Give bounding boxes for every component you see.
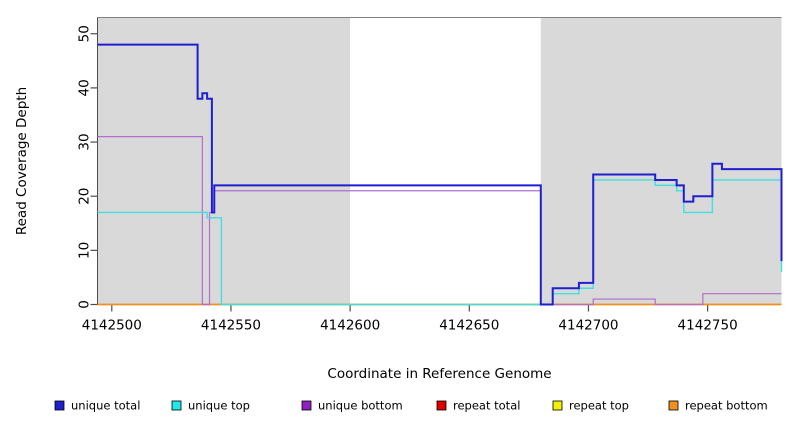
x-axis-title: Coordinate in Reference Genome	[327, 366, 551, 382]
shaded-region-0	[97, 17, 351, 305]
x-tick-label-4142600: 4142600	[320, 318, 380, 334]
legend-swatch-repeat-top	[552, 400, 563, 411]
legend-swatch-unique-bottom	[301, 400, 312, 411]
legend-item-unique-total[interactable]: unique total	[54, 399, 140, 413]
legend-label-repeat-top: repeat top	[569, 399, 629, 413]
legend-label-unique-total: unique total	[71, 399, 140, 413]
legend-label-unique-top: unique top	[188, 399, 250, 413]
series-unique-total	[97, 43, 783, 306]
y-tick-label-30: 30	[77, 133, 93, 150]
legend-swatch-repeat-total	[436, 400, 447, 411]
x-tick-label-4142500: 4142500	[82, 318, 142, 334]
x-tick-label-4142750: 4142750	[678, 318, 738, 334]
y-tick-label-20: 20	[77, 188, 93, 205]
legend-label-repeat-bottom: repeat bottom	[685, 399, 768, 413]
x-tick-label-4142700: 4142700	[558, 318, 618, 334]
shaded-region-1	[540, 17, 782, 305]
y-tick-label-40: 40	[77, 79, 93, 96]
legend-item-repeat-total[interactable]: repeat total	[436, 399, 520, 413]
y-tick-label-10: 10	[77, 242, 93, 259]
legend-label-repeat-total: repeat total	[453, 399, 520, 413]
legend-swatch-repeat-bottom	[668, 400, 679, 411]
legend-swatch-unique-total	[54, 400, 65, 411]
y-tick-label-50: 50	[77, 25, 93, 42]
x-tick-label-4142650: 4142650	[439, 318, 499, 334]
x-tick-label-4142550: 4142550	[201, 318, 261, 334]
y-axis-title: Read Coverage Depth	[14, 87, 30, 235]
legend-item-repeat-bottom[interactable]: repeat bottom	[668, 399, 768, 413]
legend-item-repeat-top[interactable]: repeat top	[552, 399, 629, 413]
legend-swatch-unique-top	[171, 400, 182, 411]
legend-label-unique-bottom: unique bottom	[318, 399, 403, 413]
legend-item-unique-top[interactable]: unique top	[171, 399, 250, 413]
legend-item-unique-bottom[interactable]: unique bottom	[301, 399, 403, 413]
y-tick-label-0: 0	[77, 300, 93, 309]
